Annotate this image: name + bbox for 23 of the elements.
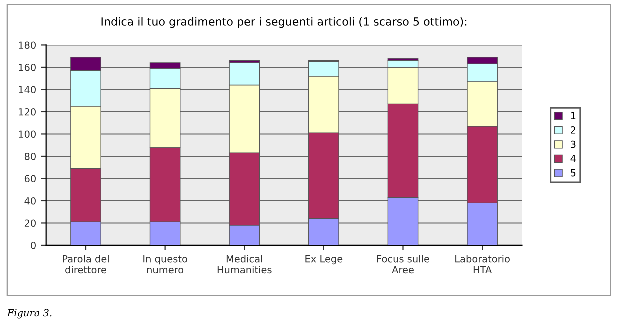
y-tick-label: 80 [24, 152, 36, 160]
y-tick-label: 140 [19, 86, 36, 94]
x-tick-label: In questo numero [144, 256, 188, 274]
legend-label: 4 [570, 155, 576, 162]
x-tick-label: Medical Humanities [218, 255, 272, 274]
x-tick-label: Ex Lege [306, 256, 343, 265]
x-tick-label: Parola del direttore [63, 255, 109, 274]
x-tick-label: Laboratorio HTA [456, 255, 510, 274]
chart-title: Indica il tuo gradimento per i seguenti articoli (1 scarso 5 ottimo): [102, 17, 467, 28]
x-tick-label: Focus sulle Aree [377, 255, 430, 274]
legend-label: 1 [571, 112, 576, 120]
legend-label: 5 [571, 169, 576, 177]
y-tick-label: 20 [24, 220, 36, 228]
text: Figura 3. [7, 309, 52, 319]
y-tick-label: 60 [24, 175, 36, 183]
legend-label: 2 [571, 126, 576, 134]
y-tick-label: 160 [19, 64, 36, 72]
y-tick-label: 40 [24, 197, 36, 205]
y-tick-label: 120 [19, 108, 36, 116]
y-tick-label: 100 [19, 130, 36, 138]
y-tick-label: 0 [31, 242, 36, 250]
legend-label: 3 [571, 140, 576, 148]
y-tick-label: 180 [19, 42, 36, 50]
